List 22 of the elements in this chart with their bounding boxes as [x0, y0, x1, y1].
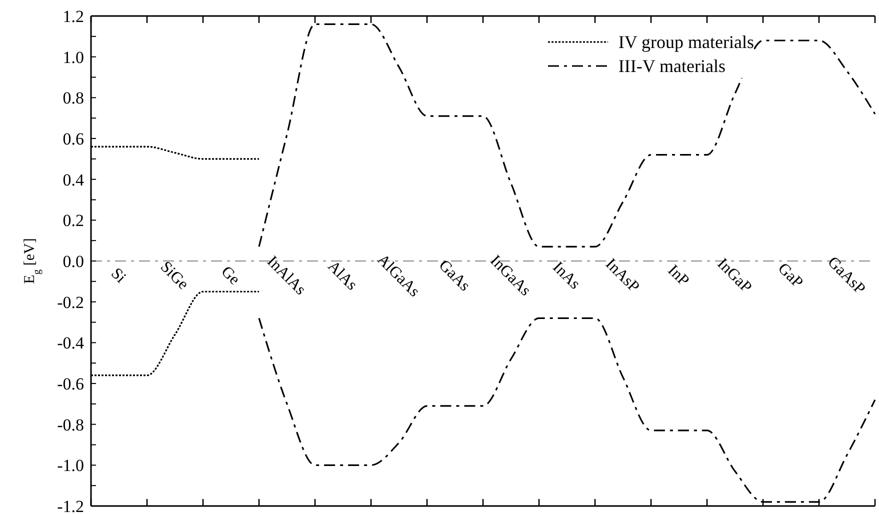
legend-label: III-V materials [618, 56, 726, 76]
y-tick-label: -0.8 [57, 415, 84, 434]
y-tick-label: -0.2 [57, 292, 84, 312]
y-tick-label: 0.4 [62, 170, 84, 190]
line-series [258, 23, 876, 248]
y-tick-label: -0.4 [57, 334, 84, 353]
y-tick-label: -1.0 [57, 456, 84, 476]
y-tick-label: -1.2 [57, 497, 84, 514]
legend-label: IV group materials [618, 32, 754, 52]
x-tick-label: Si [107, 265, 130, 287]
y-tick-label: 1.0 [62, 48, 84, 67]
x-tick-label: GaP [774, 260, 806, 292]
x-tick-label: InP [664, 262, 692, 290]
y-tick-label: 0.8 [62, 88, 84, 108]
y-tick-label: 0.6 [62, 130, 84, 149]
y-tick-label: 0.0 [62, 252, 84, 272]
x-tick-label: Ge [218, 263, 243, 288]
y-tick-label: 1.2 [62, 7, 84, 26]
y-tick-label: -0.6 [57, 374, 84, 394]
x-tick-label: AlAs [324, 258, 360, 294]
y-tick-label: 0.2 [62, 211, 84, 230]
line-series [258, 317, 876, 503]
